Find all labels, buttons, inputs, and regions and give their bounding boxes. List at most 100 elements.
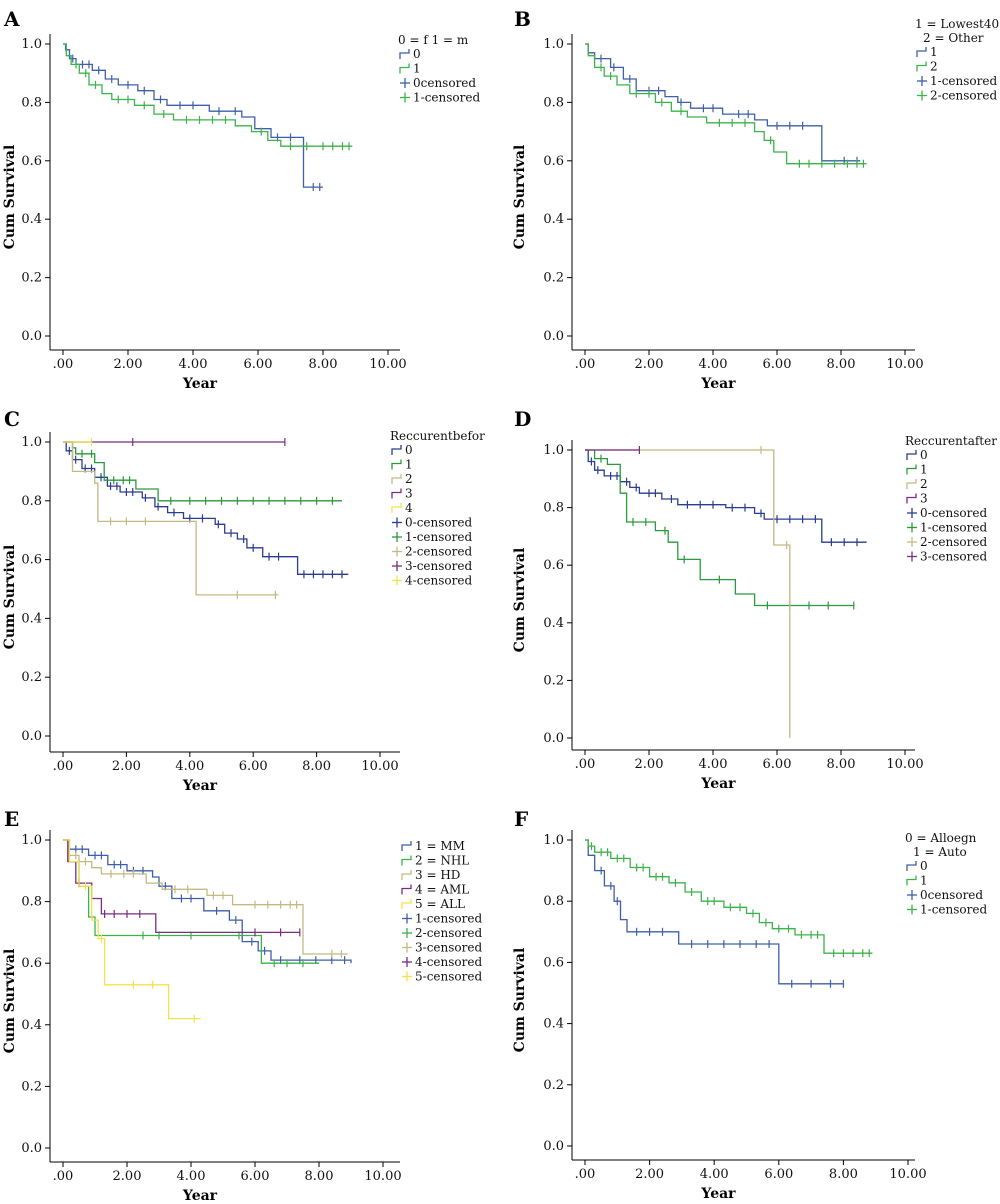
legend-entry: 3-censored bbox=[415, 941, 482, 955]
legend-title: 1 = Lowest40 bbox=[915, 17, 999, 31]
y-tick-label: 0.2 bbox=[21, 1079, 42, 1094]
legend-entry: 3-censored bbox=[405, 559, 472, 573]
y-tick-label: 0.6 bbox=[21, 553, 42, 568]
legend-entry: 0 bbox=[920, 859, 928, 873]
series-0-curve bbox=[585, 43, 861, 162]
x-axis-title: Year bbox=[700, 1186, 736, 1202]
panel-f: F .00 2.00 4.00 6.00 8.00 10.00 0.0 0.2 0.4 0.6 0.8… bbox=[512, 807, 987, 1202]
x-tick-label: .00 bbox=[575, 1167, 596, 1182]
y-tick-label: 1.0 bbox=[543, 443, 564, 458]
x-tick-label: 4.00 bbox=[175, 759, 204, 774]
x-tick-label: 10.00 bbox=[369, 357, 406, 372]
legend-entry: 1 bbox=[920, 463, 928, 477]
x-tick-label: .00 bbox=[53, 1169, 74, 1184]
legend-entry: 2-censored bbox=[920, 535, 987, 549]
x-tick-label: 6.00 bbox=[239, 759, 268, 774]
series-0-curve bbox=[63, 839, 352, 964]
legend-entry: 1-censored bbox=[405, 530, 472, 544]
x-tick-label: 2.00 bbox=[635, 1167, 664, 1182]
y-tick-label: 0.0 bbox=[543, 731, 564, 746]
series-4-curve bbox=[63, 839, 201, 1020]
x-tick-label: 4.00 bbox=[179, 357, 208, 372]
y-tick-label: 0.8 bbox=[21, 895, 42, 910]
legend-title: Reccurentbefor bbox=[390, 429, 485, 443]
panel-letter: E bbox=[4, 807, 19, 831]
legend-title: 0 = Alloegn bbox=[905, 831, 977, 845]
y-tick-label: 1.0 bbox=[21, 833, 42, 848]
y-tick-label: 0.4 bbox=[543, 212, 564, 227]
x-tick-label: .00 bbox=[53, 759, 74, 774]
y-axis-title: Cum Survival bbox=[2, 145, 18, 250]
legend-entry: 1 bbox=[930, 45, 938, 59]
panel-c: C .00 2.00 4.00 6.00 8.00 10.00 0.0 0.2 0.4 0.6 0.8… bbox=[2, 407, 485, 794]
legend-entry: 3 = HD bbox=[415, 868, 460, 882]
y-tick-label: 0.2 bbox=[21, 271, 42, 286]
x-tick-label: .00 bbox=[53, 357, 74, 372]
x-tick-label: 2.00 bbox=[635, 757, 664, 772]
y-axis-title: Cum Survival bbox=[512, 948, 528, 1053]
x-tick-label: 10.00 bbox=[886, 757, 923, 772]
legend-entry: 5 = ALL bbox=[415, 897, 465, 911]
legend-swatch bbox=[391, 445, 402, 455]
legend-swatch bbox=[906, 861, 917, 871]
legend-swatch bbox=[906, 875, 917, 886]
legend-entry: 2-censored bbox=[930, 89, 997, 103]
legend-entry: 1 bbox=[413, 62, 421, 76]
legend-entry: 0 bbox=[920, 448, 928, 462]
x-tick-label: 2.00 bbox=[635, 357, 664, 372]
panel-letter: D bbox=[514, 407, 531, 431]
legend-swatch bbox=[399, 63, 410, 74]
x-tick-label: 2.00 bbox=[113, 1169, 142, 1184]
legend-swatch bbox=[391, 488, 402, 499]
x-tick-label: 6.00 bbox=[241, 1169, 270, 1184]
x-tick-label: .00 bbox=[575, 357, 596, 372]
legend-entry: 0 bbox=[413, 47, 421, 61]
legend-entry: 4-censored bbox=[415, 955, 482, 969]
x-tick-label: 2.00 bbox=[114, 357, 143, 372]
legend-swatch bbox=[916, 61, 927, 72]
x-axis-title: Year bbox=[182, 376, 218, 392]
series-0-curve bbox=[63, 441, 349, 575]
legend-entry: 1-censored bbox=[413, 91, 480, 105]
panel-letter: F bbox=[514, 807, 528, 831]
panel-e: E .00 2.00 4.00 6.00 8.00 10.00 0.0 0.2 0.4 0.6 0.8… bbox=[2, 807, 482, 1204]
legend-swatch bbox=[391, 459, 402, 470]
series-1-curve bbox=[585, 43, 867, 165]
legend-entry: 0 bbox=[405, 443, 413, 457]
series-2-curve bbox=[63, 839, 348, 955]
y-tick-label: 0.6 bbox=[543, 558, 564, 573]
y-tick-label: 0.6 bbox=[543, 154, 564, 169]
legend-entry: 1-censored bbox=[415, 912, 482, 926]
y-tick-label: 0.8 bbox=[21, 494, 42, 509]
series-1-curve bbox=[585, 449, 854, 607]
y-tick-label: 0.8 bbox=[21, 95, 42, 110]
y-tick-label: 0.4 bbox=[543, 616, 564, 631]
x-tick-label: 10.00 bbox=[886, 357, 923, 372]
legend-entry: 5-censored bbox=[415, 970, 482, 984]
legend-entry: 3 bbox=[405, 487, 413, 501]
y-tick-label: 0.8 bbox=[543, 894, 564, 909]
y-tick-label: 0.4 bbox=[21, 212, 42, 227]
legend-swatch bbox=[401, 899, 412, 909]
series-2-curve bbox=[63, 441, 279, 596]
legend-entry: 2-censored bbox=[405, 545, 472, 559]
panel-letter: A bbox=[3, 7, 20, 31]
x-tick-label: 10.00 bbox=[361, 759, 398, 774]
legend-title: 0 = f 1 = m bbox=[398, 33, 469, 47]
x-tick-label: 8.00 bbox=[302, 759, 331, 774]
legend-swatch bbox=[401, 870, 412, 880]
legend-swatch bbox=[391, 474, 402, 484]
panel-letter: B bbox=[514, 7, 531, 31]
y-tick-label: 0.4 bbox=[21, 1018, 42, 1033]
legend-entry: 0censored bbox=[920, 888, 983, 902]
x-axis-title: Year bbox=[182, 1188, 218, 1204]
y-tick-label: 0.6 bbox=[543, 955, 564, 970]
legend-swatch bbox=[391, 503, 402, 513]
legend-swatch bbox=[906, 479, 917, 489]
series-3-curve bbox=[63, 839, 300, 934]
x-tick-label: 8.00 bbox=[309, 357, 338, 372]
panel-letter: C bbox=[4, 407, 20, 431]
y-tick-label: 0.2 bbox=[543, 271, 564, 286]
y-tick-label: 0.2 bbox=[543, 1078, 564, 1093]
